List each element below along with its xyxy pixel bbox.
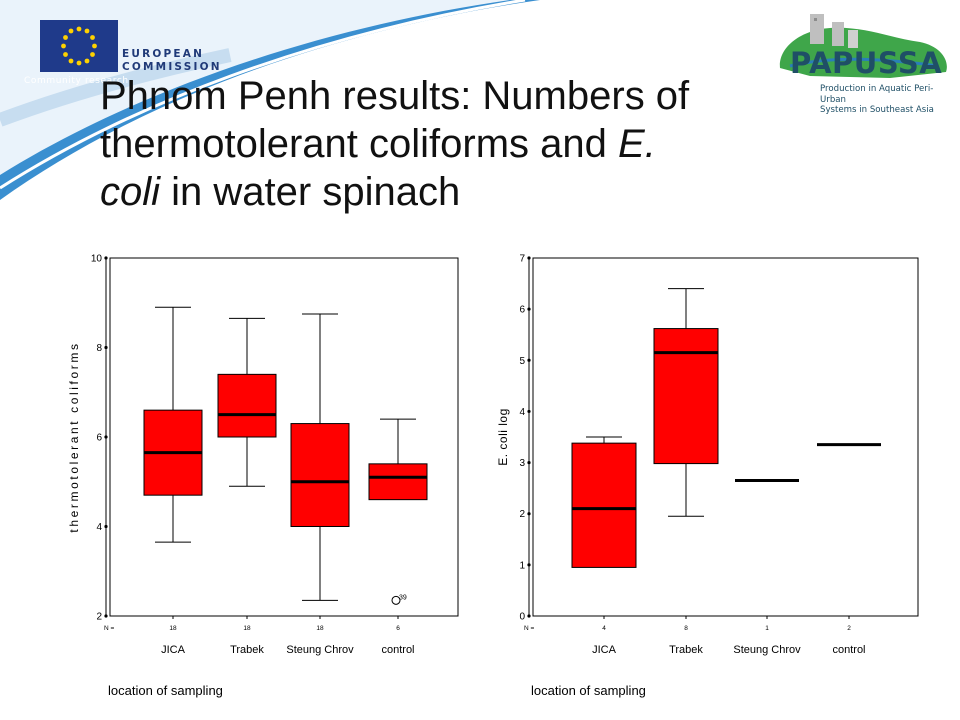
chart1-y-tick-label: 2 xyxy=(96,612,102,623)
eu-logo-line1: EUROPEAN xyxy=(122,48,205,60)
title-line2: thermotolerant coliforms and xyxy=(100,122,619,166)
chart1-box xyxy=(217,373,277,438)
chart2-category-label: Steung Chrov xyxy=(733,644,801,656)
chart1-n-count: 18 xyxy=(169,625,177,632)
chart2-y-tick xyxy=(527,614,531,618)
papussa-emblem-icon xyxy=(779,14,947,79)
chart2-x-axis-label: location of sampling xyxy=(531,683,646,698)
chart1-y-tick-label: 10 xyxy=(91,254,103,265)
title-line2-italic: E. xyxy=(618,122,656,166)
chart2-n-count: 8 xyxy=(684,625,688,632)
chart2-y-tick xyxy=(527,512,531,516)
chart2-box xyxy=(571,442,637,568)
title-line3-italic: coli xyxy=(100,170,161,214)
chart1-y-axis-title: thermotolerant coliforms xyxy=(67,341,81,532)
chart2-y-tick xyxy=(527,358,531,362)
chart1-y-tick-label: 4 xyxy=(96,522,102,533)
papussa-subtitle: Production in Aquatic Peri-Urban Systems… xyxy=(820,84,956,116)
title-line3: in water spinach xyxy=(160,170,461,214)
chart2-y-tick xyxy=(527,460,531,465)
chart1-y-tick-label: 6 xyxy=(96,433,102,444)
chart2-y-tick-label: 2 xyxy=(519,509,525,520)
chart2-y-tick xyxy=(527,256,531,260)
chart2-y-tick xyxy=(527,409,531,414)
chart1-n-count: 18 xyxy=(243,625,251,632)
chart2-category-label: JICA xyxy=(592,644,617,656)
chart2-category-label: Trabek xyxy=(669,644,703,656)
eu-logo-line2: COMMISSION xyxy=(122,61,222,74)
chart2-y-tick xyxy=(527,563,531,567)
eu-flag-icon xyxy=(40,20,118,72)
chart2-box xyxy=(653,328,719,465)
chart1-y-tick xyxy=(104,256,108,260)
chart1-outlier-label: 39 xyxy=(399,594,407,601)
chart1-y-tick-label: 8 xyxy=(96,343,102,354)
chart2-category-label: control xyxy=(832,644,865,656)
chart2-n-count: 1 xyxy=(765,625,769,632)
papussa-subtitle-line1: Production in Aquatic Peri-Urban xyxy=(820,84,934,105)
chart1-y-tick xyxy=(104,435,108,439)
chart1-y-tick xyxy=(104,524,108,529)
chart1-category-label: JICA xyxy=(161,644,186,656)
chart2-n-label: N = xyxy=(524,625,535,632)
chart1-y-tick xyxy=(104,614,108,618)
chart2-n-count: 2 xyxy=(847,625,851,632)
chart1-outlier-marker xyxy=(391,595,401,605)
chart1-category-label: Trabek xyxy=(230,644,264,656)
papussa-name: PAPUSSA xyxy=(790,46,943,80)
chart1-plot-frame xyxy=(109,257,459,617)
chart2-y-tick-label: 0 xyxy=(519,612,525,623)
chart1-x-axis-label: location of sampling xyxy=(108,683,223,698)
chart1-box xyxy=(368,463,428,501)
european-commission-logo: EUROPEAN COMMISSION Community research xyxy=(10,8,220,88)
chart1-category-label: Steung Chrov xyxy=(286,644,354,656)
chart2-n-count: 4 xyxy=(602,625,606,632)
chart1-category-label: control xyxy=(381,644,414,656)
eu-logo-subtitle: Community research xyxy=(24,76,129,86)
slide-title: Phnom Penh results: Numbers of thermotol… xyxy=(100,72,820,216)
chart2-y-axis-title: E. coli log xyxy=(496,408,510,466)
chart1-box xyxy=(290,423,350,528)
chart1-n-count: 18 xyxy=(316,625,324,632)
chart2-y-tick-label: 3 xyxy=(519,458,525,469)
title-line1: Phnom Penh results: Numbers of xyxy=(100,74,690,118)
papussa-subtitle-line2: Systems in Southeast Asia xyxy=(820,105,934,116)
chart2-y-tick xyxy=(527,307,531,311)
chart1-y-tick xyxy=(104,345,108,350)
chart1-n-count: 6 xyxy=(396,625,400,632)
papussa-logo: PAPUSSA Production in Aquatic Peri-Urban… xyxy=(770,8,956,118)
chart2-plot-frame xyxy=(532,257,919,617)
chart2-y-tick-label: 6 xyxy=(519,305,525,316)
chart2-y-tick-label: 7 xyxy=(519,254,525,265)
eu-logo-name: EUROPEAN COMMISSION xyxy=(122,48,222,74)
chart1-n-label: N = xyxy=(104,625,115,632)
chart2-y-tick-label: 1 xyxy=(519,560,525,571)
chart2-y-tick-label: 5 xyxy=(519,356,525,367)
chart2-y-tick-label: 4 xyxy=(519,407,525,418)
